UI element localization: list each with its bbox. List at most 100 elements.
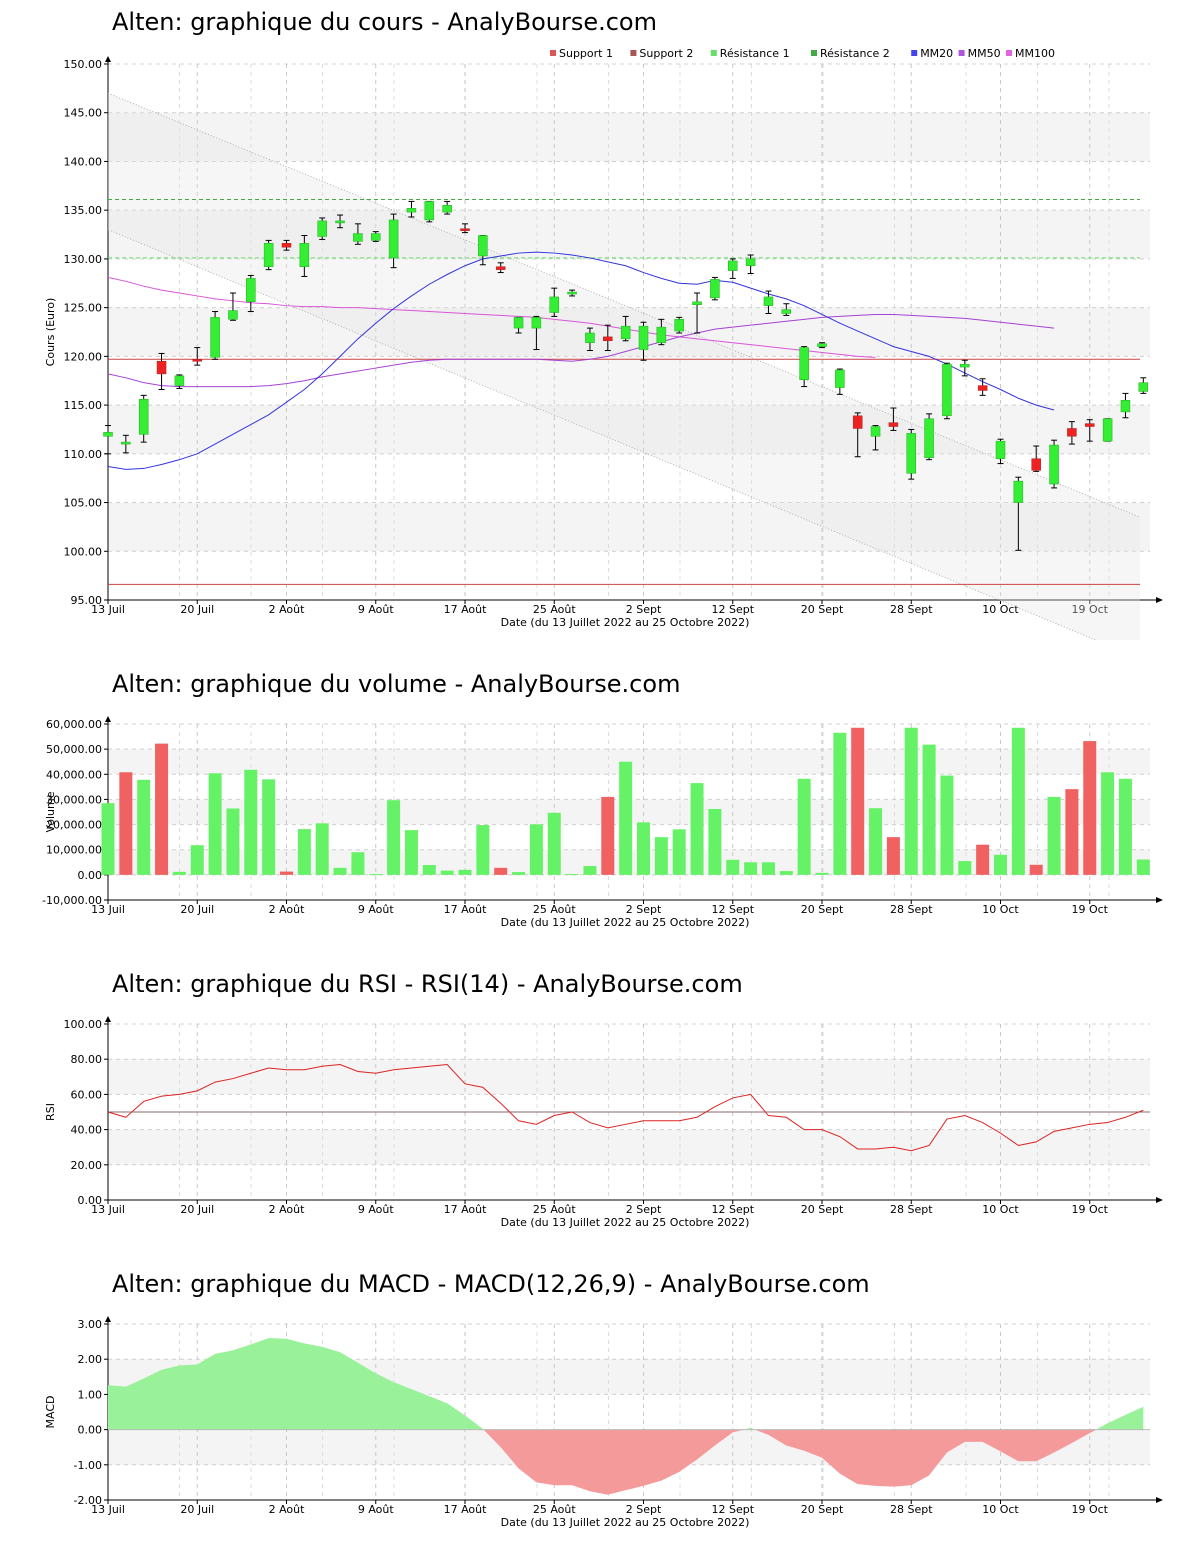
y-tick-label: -2.00 bbox=[74, 1494, 102, 1507]
volume-bar bbox=[440, 870, 454, 875]
trend-line-lower bbox=[107, 229, 1097, 640]
volume-bar bbox=[244, 769, 258, 875]
grid-band bbox=[108, 210, 1150, 259]
x-tick-label: 13 Juil bbox=[91, 603, 125, 616]
macd-positive-area bbox=[108, 1338, 1144, 1430]
y-tick-label: 115.00 bbox=[64, 399, 103, 412]
x-tick-label: 9 Août bbox=[358, 903, 395, 916]
y-tick-label: 30,000.00 bbox=[46, 793, 102, 806]
volume-bar bbox=[101, 803, 115, 875]
x-tick-label: 12 Sept bbox=[711, 1503, 754, 1516]
volume-bar bbox=[744, 862, 758, 875]
mm50-line bbox=[107, 313, 1055, 388]
candle-body bbox=[638, 325, 649, 350]
volume-bar bbox=[1065, 789, 1079, 875]
candle-body bbox=[138, 398, 149, 435]
volume-bar bbox=[976, 844, 990, 875]
y-axis-arrow bbox=[105, 1316, 111, 1322]
y-tick-label: 80.00 bbox=[71, 1053, 103, 1066]
x-tick-label: 20 Juil bbox=[180, 903, 214, 916]
x-tick-label: 2 Sept bbox=[626, 903, 662, 916]
y-tick-label: 20.00 bbox=[71, 1159, 103, 1172]
legend-label: MM20 bbox=[920, 47, 953, 60]
x-tick-label: 19 Oct bbox=[1071, 603, 1108, 616]
y-axis-arrow bbox=[105, 56, 111, 62]
volume-bar bbox=[672, 829, 686, 875]
volume-bar bbox=[280, 871, 293, 875]
macd-negative-area bbox=[108, 1429, 1144, 1495]
volume-bar bbox=[422, 865, 436, 875]
volume-bar bbox=[387, 800, 401, 875]
volume-bar bbox=[1029, 864, 1043, 875]
x-tick-label: 20 Sept bbox=[801, 603, 844, 616]
candle-body bbox=[567, 291, 577, 295]
y-tick-label: 10,000.00 bbox=[46, 844, 102, 857]
y-tick-label: 140.00 bbox=[64, 155, 103, 168]
candle-body bbox=[674, 319, 684, 332]
volume-bar bbox=[119, 772, 133, 875]
rsi-chart-title: Alten: graphique du RSI - RSI(14) - Anal… bbox=[112, 970, 743, 998]
legend-swatch bbox=[911, 50, 918, 56]
trend-channel bbox=[108, 93, 1140, 640]
mm20-line bbox=[107, 251, 1055, 470]
x-axis-label: Date (du 13 Juillet 2022 au 25 Octobre 2… bbox=[501, 616, 750, 629]
volume-bar bbox=[761, 862, 775, 875]
x-tick-label: 9 Août bbox=[358, 603, 395, 616]
x-tick-label: 10 Oct bbox=[982, 1503, 1019, 1516]
volume-chart: 60,000.00 50,000.00 40,000.00 30,000.00 20,0… bbox=[42, 716, 1163, 929]
volume-bar bbox=[333, 867, 347, 875]
x-tick-label: 2 Août bbox=[269, 903, 306, 916]
volume-bar bbox=[404, 830, 418, 875]
legend-swatch bbox=[1006, 50, 1012, 56]
x-tick-label: 19 Oct bbox=[1071, 1203, 1108, 1216]
volume-bar bbox=[172, 871, 186, 875]
volume-bar bbox=[155, 743, 169, 875]
x-tick-label: 9 Août bbox=[358, 1203, 395, 1216]
volume-bar bbox=[1083, 741, 1097, 875]
y-tick-label: -10,000.00 bbox=[42, 894, 102, 907]
legend-label: Support 1 bbox=[559, 47, 613, 60]
volume-bar bbox=[601, 796, 615, 875]
y-axis-arrow bbox=[105, 1016, 111, 1022]
volume-bar bbox=[494, 867, 508, 875]
candle-body bbox=[781, 309, 792, 314]
x-axis-arrow bbox=[1156, 1197, 1163, 1203]
y-tick-label: 1.00 bbox=[78, 1388, 103, 1401]
y-tick-label: 60,000.00 bbox=[46, 718, 102, 731]
volume-bar bbox=[1011, 727, 1025, 875]
candle-body bbox=[924, 418, 934, 458]
candle-body bbox=[228, 310, 238, 320]
x-tick-label: 2 Août bbox=[269, 1203, 306, 1216]
y-tick-label: 130.00 bbox=[64, 253, 103, 266]
legend-swatch bbox=[958, 50, 965, 56]
x-tick-label: 9 Août bbox=[358, 1503, 395, 1516]
candle-body bbox=[799, 347, 809, 381]
volume-bar bbox=[137, 779, 151, 875]
candle-body bbox=[156, 360, 167, 375]
x-tick-label: 28 Sept bbox=[890, 603, 933, 616]
y-tick-label: 120.00 bbox=[64, 350, 103, 363]
x-tick-label: 12 Sept bbox=[711, 1203, 754, 1216]
candle-body bbox=[1013, 480, 1024, 503]
candle-body bbox=[692, 301, 702, 305]
volume-bar bbox=[690, 783, 704, 875]
candle-body bbox=[1138, 382, 1149, 392]
volume-bar bbox=[226, 808, 240, 875]
x-tick-label: 12 Sept bbox=[711, 603, 754, 616]
candle-body bbox=[603, 336, 613, 342]
legend-swatch bbox=[550, 50, 556, 56]
volume-bar bbox=[833, 732, 847, 875]
candle-body bbox=[888, 422, 899, 427]
candle-body bbox=[745, 258, 756, 266]
volume-bar bbox=[208, 773, 222, 875]
x-axis-label: Date (du 13 Juillet 2022 au 25 Octobre 2… bbox=[501, 1216, 750, 1229]
volume-bar bbox=[512, 872, 526, 875]
x-tick-label: 25 Août bbox=[533, 903, 577, 916]
x-tick-label: 28 Sept bbox=[890, 1503, 933, 1516]
candle-body bbox=[495, 266, 506, 270]
candle-body bbox=[103, 432, 113, 437]
volume-bar bbox=[994, 854, 1007, 875]
candle-body bbox=[835, 369, 845, 388]
x-tick-label: 17 Août bbox=[444, 1203, 488, 1216]
